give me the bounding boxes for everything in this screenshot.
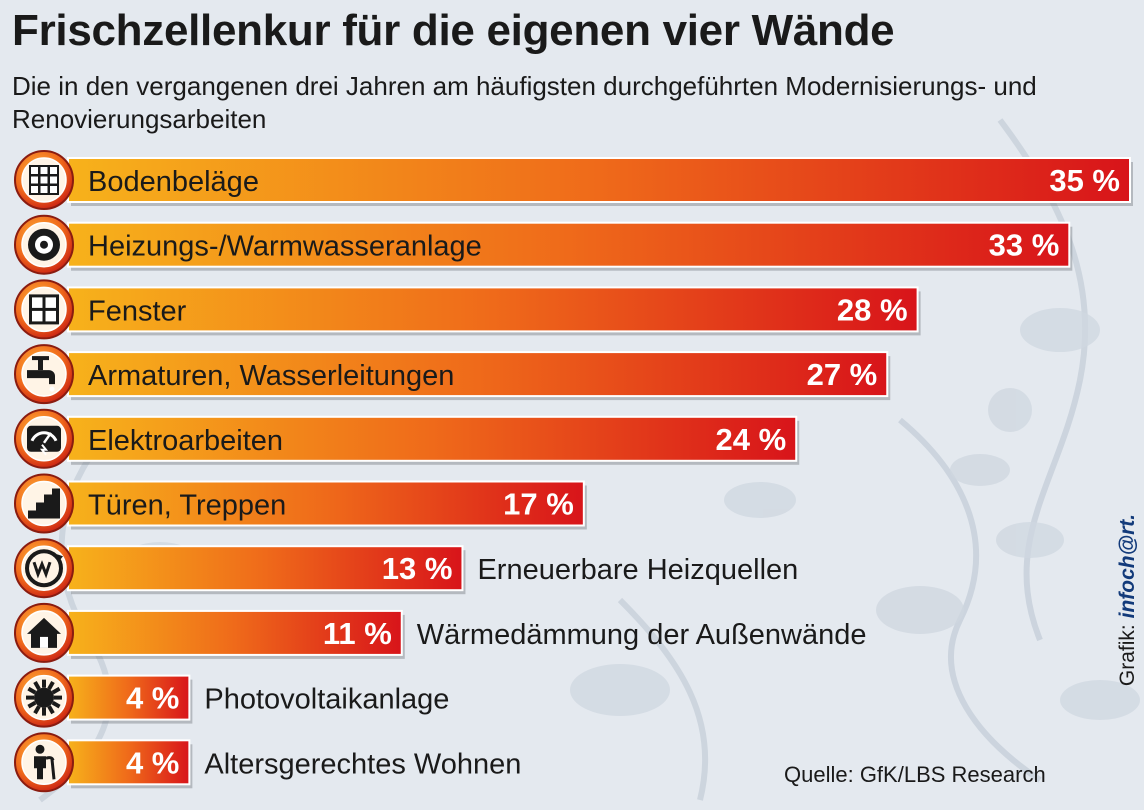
- bar: [67, 415, 798, 462]
- value-label: 28 %: [837, 292, 908, 327]
- category-label: Wärmedämmung der Außenwände: [417, 619, 867, 651]
- bar: [67, 674, 191, 721]
- heating-icon: [14, 214, 74, 275]
- bar: [67, 286, 919, 333]
- category-label: Heizungs-/Warmwasseranlage: [88, 231, 482, 263]
- category-label: Armaturen, Wasserleitungen: [88, 360, 454, 392]
- category-label: Türen, Treppen: [88, 490, 286, 522]
- renewable-heat-icon: [14, 538, 74, 599]
- graphic-credit: Grafik: infoch@rt.: [1116, 514, 1140, 686]
- house-insulation-icon: [14, 602, 74, 663]
- senior-person-icon: [14, 732, 74, 793]
- bar: [67, 157, 1131, 203]
- bar: [67, 480, 585, 527]
- sun-panel-icon: [14, 667, 74, 728]
- value-label: 35 %: [1049, 163, 1120, 198]
- electric-meter-icon: [14, 408, 74, 469]
- chart-subtitle: Die in den vergangenen drei Jahren am hä…: [12, 71, 1037, 134]
- value-label: 27 %: [807, 357, 878, 392]
- value-label: 11 %: [323, 616, 392, 651]
- source-note: Quelle: GfK/LBS Research: [784, 762, 1046, 787]
- bar: [67, 609, 403, 656]
- stairs-icon: [14, 473, 74, 534]
- category-label: Photovoltaikanlage: [204, 684, 449, 716]
- value-label: 13 %: [382, 551, 453, 586]
- category-label: Fenster: [88, 295, 187, 327]
- faucet-icon: [14, 344, 74, 405]
- value-label: 24 %: [716, 422, 787, 457]
- category-label: Elektroarbeiten: [88, 425, 283, 457]
- window-icon: [14, 279, 74, 340]
- floor-tiles-icon: [14, 150, 74, 210]
- value-label: 4 %: [126, 681, 179, 716]
- chart-title: Frischzellenkur für die eigenen vier Wän…: [12, 6, 895, 55]
- bar: [67, 351, 889, 398]
- value-label: 33 %: [989, 228, 1060, 263]
- category-label: Altersgerechtes Wohnen: [204, 748, 521, 780]
- credit-brand: infoch@rt.: [1116, 513, 1139, 619]
- bar: [67, 545, 464, 592]
- category-label: Erneuerbare Heizquellen: [477, 554, 798, 586]
- category-label: Bodenbeläge: [88, 166, 259, 198]
- value-label: 17 %: [503, 487, 574, 522]
- credit-prefix: Grafik:: [1116, 618, 1139, 687]
- value-label: 4 %: [126, 745, 179, 780]
